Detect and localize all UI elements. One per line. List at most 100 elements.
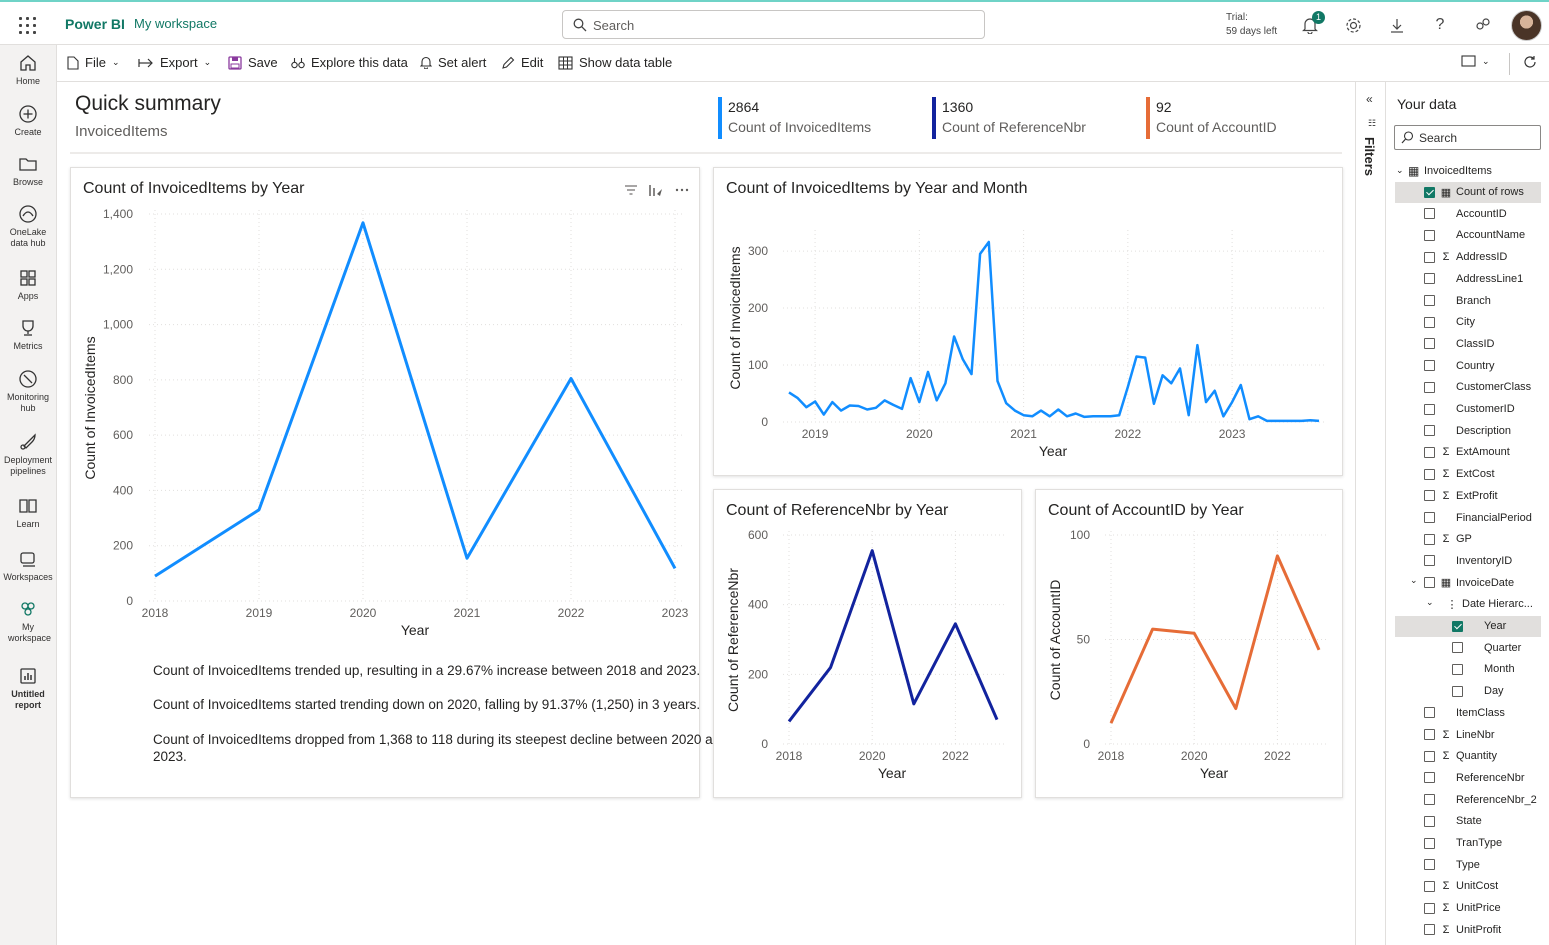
kpi-reference-nbr[interactable]: 1360 Count of ReferenceNbr xyxy=(932,97,1086,139)
data-search-input[interactable]: Search xyxy=(1394,125,1541,150)
explore-data-button[interactable]: Explore this data xyxy=(291,55,408,70)
field-checkbox[interactable] xyxy=(1424,512,1435,523)
nav-deployment[interactable]: Deployment pipelines xyxy=(0,432,56,477)
field-checkbox[interactable] xyxy=(1424,403,1435,415)
set-alert-button[interactable]: Set alert xyxy=(420,55,486,70)
field-item[interactable]: FinancialPeriod xyxy=(1395,507,1541,528)
app-launcher-icon[interactable] xyxy=(17,15,37,35)
field-checkbox[interactable] xyxy=(1424,772,1435,784)
series-line[interactable] xyxy=(1109,554,1321,724)
view-mode-button[interactable]: ⌄ xyxy=(1461,55,1490,67)
field-item[interactable]: TranType xyxy=(1395,833,1541,854)
nav-home[interactable]: Home xyxy=(0,53,56,87)
nav-untitled-report[interactable]: Untitled report xyxy=(0,666,56,711)
field-item[interactable]: Σ UnitCost xyxy=(1395,876,1541,897)
field-checkbox[interactable] xyxy=(1452,620,1463,632)
field-item[interactable]: Type xyxy=(1395,854,1541,875)
nav-onelake[interactable]: OneLake data hub xyxy=(0,204,56,249)
field-item[interactable]: ReferenceNbr_2 xyxy=(1395,789,1541,810)
chevron-down-icon[interactable]: ⌄ xyxy=(1410,575,1418,586)
field-checkbox[interactable] xyxy=(1424,750,1435,762)
field-checkbox[interactable] xyxy=(1424,924,1435,936)
field-item[interactable]: Σ ExtCost xyxy=(1395,464,1541,485)
field-checkbox[interactable] xyxy=(1424,468,1435,480)
field-item[interactable]: AddressLine1 xyxy=(1395,268,1541,289)
field-checkbox[interactable] xyxy=(1424,295,1435,306)
filters-pane-collapsed[interactable] xyxy=(1355,82,1386,945)
field-item[interactable]: Σ UnitProfit xyxy=(1395,919,1541,940)
field-item[interactable]: ⌄ ⋮ Date Hierarc... xyxy=(1395,594,1541,615)
line-chart[interactable]: 0 50 100 2018 2020 2022 Year Count of AccountID xyxy=(1036,490,1344,799)
brand-name[interactable]: Power BI xyxy=(65,16,125,32)
field-item[interactable]: Quarter xyxy=(1395,637,1541,658)
global-search-input[interactable]: Search xyxy=(562,10,985,39)
field-item[interactable]: CustomerClass xyxy=(1395,377,1541,398)
field-item[interactable]: City xyxy=(1395,312,1541,333)
more-options-icon[interactable] xyxy=(675,188,689,192)
field-item[interactable]: Year xyxy=(1395,615,1541,637)
field-item[interactable]: Σ UnitPrice xyxy=(1395,898,1541,919)
save-button[interactable]: Save xyxy=(228,55,278,70)
filters-label[interactable]: Filters xyxy=(1362,137,1377,177)
field-item[interactable]: Month xyxy=(1395,659,1541,680)
field-checkbox[interactable] xyxy=(1424,707,1435,719)
nav-browse[interactable]: Browse xyxy=(0,154,56,188)
field-item[interactable]: Σ GP xyxy=(1395,529,1541,550)
field-item[interactable]: Description xyxy=(1395,420,1541,441)
field-item[interactable]: ClassID xyxy=(1395,333,1541,354)
field-checkbox[interactable] xyxy=(1424,381,1435,393)
field-checkbox[interactable] xyxy=(1424,425,1435,437)
nav-my-workspace[interactable]: My workspace xyxy=(0,599,56,644)
kpi-invoiced-items[interactable]: 2864 Count of InvoicedItems xyxy=(718,97,871,139)
series-line[interactable] xyxy=(154,221,677,578)
field-checkbox[interactable] xyxy=(1424,251,1435,263)
workspace-breadcrumb[interactable]: My workspace xyxy=(134,16,218,31)
chart-card-invoiced-by-year-month[interactable]: Count of InvoicedItems by Year and Month… xyxy=(713,167,1343,476)
field-item[interactable]: ⌄ ▦ InvoiceDate xyxy=(1395,572,1541,593)
avatar[interactable] xyxy=(1511,10,1542,41)
field-checkbox[interactable] xyxy=(1424,729,1435,740)
field-checkbox[interactable] xyxy=(1424,208,1435,220)
field-item[interactable]: State xyxy=(1395,811,1541,832)
show-data-table-button[interactable]: Show data table xyxy=(558,55,672,70)
field-checkbox[interactable] xyxy=(1424,837,1435,849)
chart-card-reference-by-year[interactable]: Count of ReferenceNbr by Year 0 200 400 600… xyxy=(713,489,1022,798)
field-checkbox[interactable] xyxy=(1452,685,1463,697)
chart-card-account-by-year[interactable]: Count of AccountID by Year 0 50 100 2018 202… xyxy=(1035,489,1343,798)
field-item[interactable]: Branch xyxy=(1395,290,1541,311)
kpi-account-id[interactable]: 92 Count of AccountID xyxy=(1146,97,1277,139)
refresh-button[interactable] xyxy=(1523,55,1537,69)
field-checkbox[interactable] xyxy=(1424,186,1435,198)
nav-monitoring[interactable]: Monitoring hub xyxy=(0,369,56,414)
nav-learn[interactable]: Learn xyxy=(0,496,56,530)
nav-create[interactable]: Create xyxy=(0,104,56,138)
file-menu-button[interactable]: File ⌄ xyxy=(67,55,120,70)
field-checkbox[interactable] xyxy=(1424,533,1435,545)
nav-metrics[interactable]: Metrics xyxy=(0,318,56,352)
field-checkbox[interactable] xyxy=(1424,360,1435,372)
chart-card-invoiced-by-year[interactable]: Count of InvoicedItems by Year 0 200 400 60… xyxy=(70,167,728,798)
field-checkbox[interactable] xyxy=(1424,577,1435,589)
field-item[interactable]: AccountName xyxy=(1395,225,1541,246)
field-checkbox[interactable] xyxy=(1424,815,1435,827)
field-item[interactable]: Day xyxy=(1395,681,1541,702)
table-node-invoiced-items[interactable]: ⌄ ▦ InvoicedItems xyxy=(1396,160,1541,181)
change-visual-icon[interactable] xyxy=(648,182,664,198)
export-menu-button[interactable]: Export ⌄ xyxy=(138,55,211,70)
field-item[interactable]: ItemClass xyxy=(1395,702,1541,723)
nav-workspaces[interactable]: Workspaces xyxy=(0,549,56,583)
field-checkbox[interactable] xyxy=(1452,663,1463,675)
edit-button[interactable]: Edit xyxy=(501,55,543,70)
chevron-down-icon[interactable]: ⌄ xyxy=(1426,596,1434,607)
nav-apps[interactable]: Apps xyxy=(0,268,56,302)
field-checkbox[interactable] xyxy=(1452,642,1463,654)
field-item[interactable]: CustomerID xyxy=(1395,399,1541,420)
help-icon[interactable]: ? xyxy=(1435,16,1445,33)
field-checkbox[interactable] xyxy=(1424,859,1435,871)
download-icon[interactable] xyxy=(1386,14,1408,36)
field-item[interactable]: Σ Quantity xyxy=(1395,746,1541,767)
field-checkbox[interactable] xyxy=(1424,446,1435,458)
field-item[interactable]: Country xyxy=(1395,355,1541,376)
